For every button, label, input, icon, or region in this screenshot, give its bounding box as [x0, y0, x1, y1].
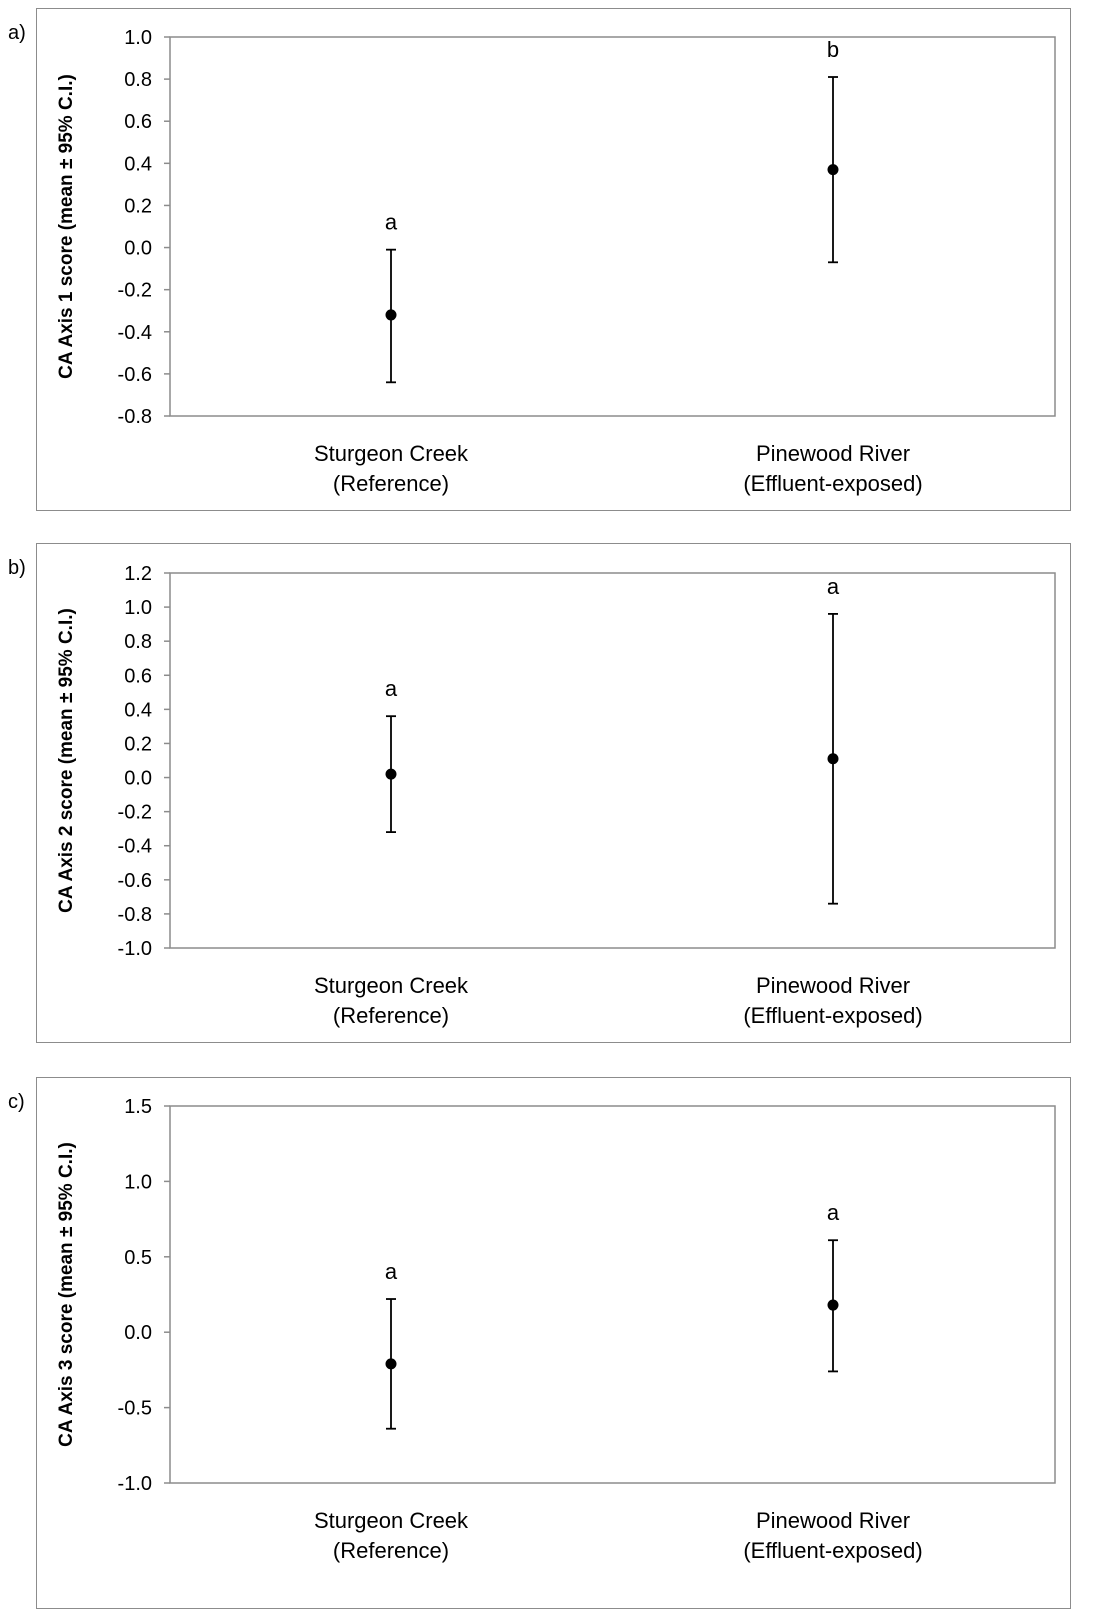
panel-a-frame	[36, 8, 1071, 511]
x-tick-sublabel: (Effluent-exposed)	[743, 1003, 922, 1028]
y-tick-label: 1.0	[124, 27, 152, 49]
y-tick-label: 0.0	[124, 238, 152, 260]
x-tick-sublabel: (Reference)	[333, 1538, 449, 1563]
y-tick-label: -1.0	[118, 1473, 152, 1495]
y-tick-label: -0.4	[118, 836, 152, 858]
y-tick-label: 1.2	[124, 563, 152, 585]
y-tick-label: -0.2	[118, 280, 152, 302]
significance-letter: a	[827, 574, 840, 599]
y-tick-label: 0.2	[124, 195, 152, 217]
significance-letter: a	[385, 1259, 398, 1284]
x-tick-label: Sturgeon Creek	[314, 973, 469, 998]
x-tick-sublabel: (Reference)	[333, 1003, 449, 1028]
y-tick-label: 0.8	[124, 69, 152, 91]
x-tick-label: Pinewood River	[756, 441, 910, 466]
y-axis-label: CA Axis 2 score (mean ± 95% C.I.)	[56, 608, 77, 913]
y-tick-label: -0.6	[118, 364, 152, 386]
x-tick-sublabel: (Reference)	[333, 471, 449, 496]
y-tick-label: 0.2	[124, 733, 152, 755]
plot-area	[169, 1105, 1056, 1484]
significance-letter: b	[827, 37, 839, 62]
mean-point	[385, 768, 397, 780]
y-tick-label: 0.4	[124, 153, 152, 175]
x-tick-sublabel: (Effluent-exposed)	[743, 471, 922, 496]
y-tick-label: -1.0	[118, 938, 152, 960]
y-tick-label: 1.0	[124, 1171, 152, 1193]
y-axis-label: CA Axis 1 score (mean ± 95% C.I.)	[56, 74, 77, 379]
y-tick-label: -0.2	[118, 802, 152, 824]
significance-letter: a	[827, 1200, 840, 1225]
mean-point	[827, 753, 839, 765]
y-axis-label: CA Axis 3 score (mean ± 95% C.I.)	[56, 1142, 77, 1447]
y-tick-label: 0.4	[124, 699, 152, 721]
y-tick-label: 0.6	[124, 665, 152, 687]
y-tick-label: 0.6	[124, 111, 152, 133]
significance-letter: a	[385, 210, 398, 235]
plot-area	[169, 572, 1056, 949]
panel-c-frame	[36, 1077, 1071, 1609]
y-tick-label: 0.0	[124, 768, 152, 790]
y-tick-label: -0.6	[118, 870, 152, 892]
panel-b-frame	[36, 543, 1071, 1043]
panel-b-label: b)	[8, 557, 26, 579]
y-tick-label: -0.8	[118, 904, 152, 926]
y-tick-label: 0.0	[124, 1322, 152, 1344]
significance-letter: a	[385, 676, 398, 701]
x-tick-sublabel: (Effluent-exposed)	[743, 1538, 922, 1563]
x-tick-label: Sturgeon Creek	[314, 441, 469, 466]
mean-point	[827, 164, 839, 176]
y-tick-label: 0.5	[124, 1247, 152, 1269]
y-tick-label: -0.4	[118, 322, 152, 344]
y-tick-label: -0.8	[118, 406, 152, 428]
y-tick-label: -0.5	[118, 1398, 152, 1420]
mean-point	[385, 1358, 397, 1370]
mean-point	[385, 309, 397, 321]
x-tick-label: Sturgeon Creek	[314, 1508, 469, 1533]
panel-a-label: a)	[8, 22, 26, 44]
panel-c-label: c)	[8, 1091, 25, 1113]
mean-point	[827, 1299, 839, 1311]
y-tick-label: 1.5	[124, 1096, 152, 1118]
plot-area	[169, 36, 1056, 417]
x-tick-label: Pinewood River	[756, 973, 910, 998]
y-tick-label: 1.0	[124, 597, 152, 619]
x-tick-label: Pinewood River	[756, 1508, 910, 1533]
y-tick-label: 0.8	[124, 631, 152, 653]
